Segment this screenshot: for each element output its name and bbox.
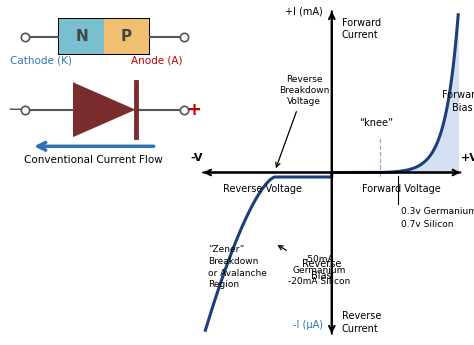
FancyBboxPatch shape: [104, 19, 149, 54]
Text: +: +: [186, 101, 201, 119]
Text: Cathode (K): Cathode (K): [10, 56, 73, 66]
Text: -50mA
Germanium
-20mA Silicon: -50mA Germanium -20mA Silicon: [279, 246, 350, 286]
Text: Forward Voltage: Forward Voltage: [362, 184, 441, 194]
Text: 0.3v Germanium
0.7v Silicon: 0.3v Germanium 0.7v Silicon: [401, 207, 474, 229]
Text: Reverse
Breakdown
Voltage: Reverse Breakdown Voltage: [276, 75, 329, 167]
Text: Reverse
Bias: Reverse Bias: [302, 259, 341, 282]
Text: N: N: [75, 29, 88, 44]
Polygon shape: [73, 82, 136, 137]
Text: “Zener”
Breakdown
or Avalanche
Region: “Zener” Breakdown or Avalanche Region: [208, 245, 267, 289]
Text: Conventional Current Flow: Conventional Current Flow: [25, 155, 163, 165]
Polygon shape: [380, 15, 458, 172]
Text: P: P: [121, 29, 132, 44]
Text: -V: -V: [191, 153, 203, 163]
FancyBboxPatch shape: [59, 19, 104, 54]
Text: +I (mA): +I (mA): [285, 7, 323, 17]
Text: Forward
Bias: Forward Bias: [442, 90, 474, 113]
Text: -I (μA): -I (μA): [293, 321, 323, 331]
Text: Anode (A): Anode (A): [131, 56, 183, 66]
Text: “knee”: “knee”: [359, 118, 393, 128]
Text: −: −: [7, 101, 22, 119]
Text: Forward
Current: Forward Current: [342, 18, 381, 40]
FancyBboxPatch shape: [58, 18, 150, 55]
Text: +V: +V: [461, 153, 474, 163]
Text: Reverse
Current: Reverse Current: [342, 311, 381, 334]
Text: Reverse Voltage: Reverse Voltage: [223, 184, 302, 194]
